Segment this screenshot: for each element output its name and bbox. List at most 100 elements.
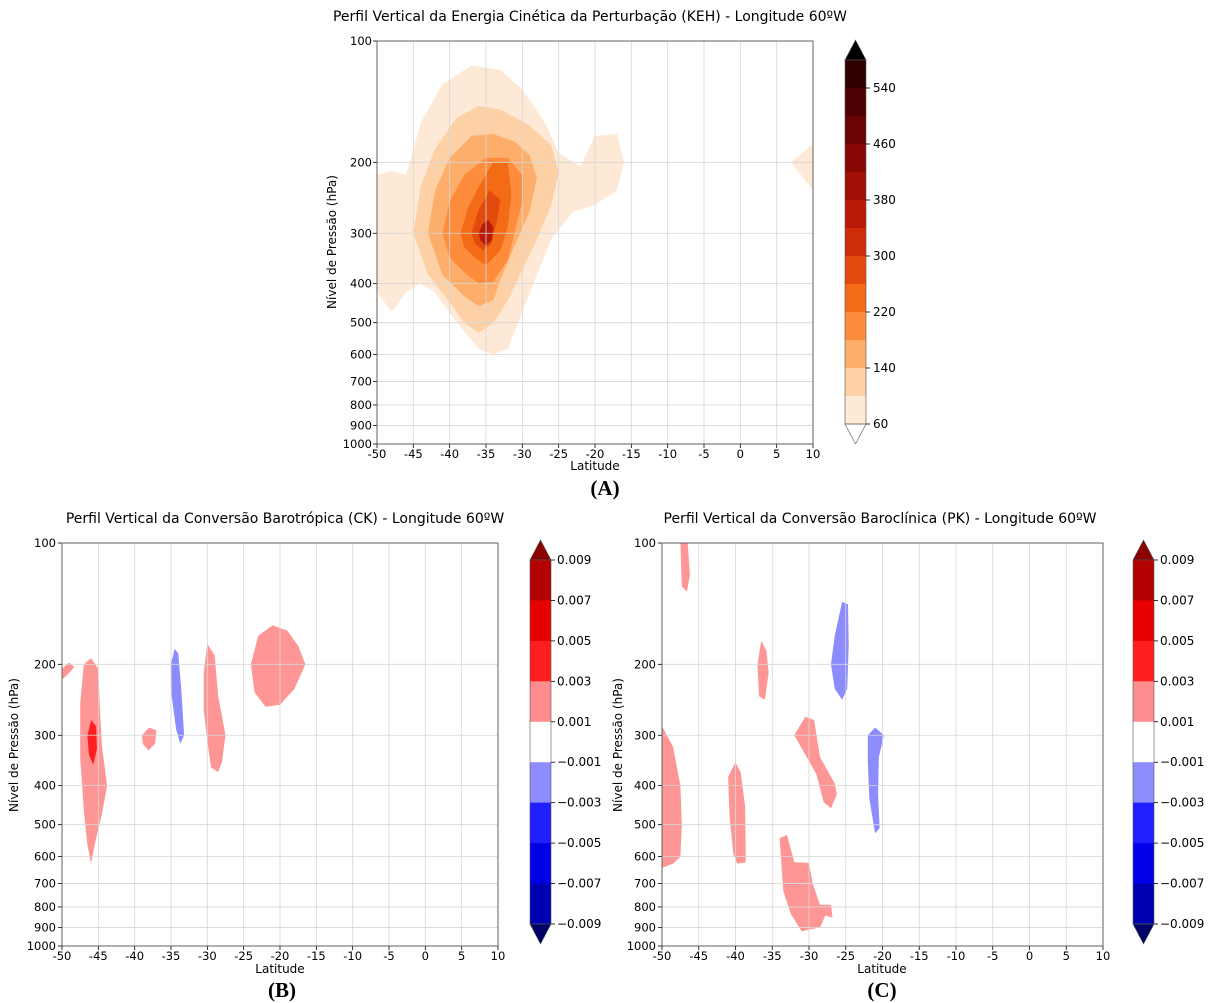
colorbar-tick-label: 380 xyxy=(873,193,896,207)
colorbar-tick-label: 0.007 xyxy=(557,593,591,607)
x-tick-label: -40 xyxy=(440,447,459,461)
x-tick-label: -45 xyxy=(689,949,708,963)
x-tick-label: -5 xyxy=(987,949,998,963)
y-tick-label: 800 xyxy=(34,900,56,914)
y-tick-label: 700 xyxy=(634,877,656,891)
colorbar-band xyxy=(1133,640,1154,682)
contour-region-3 xyxy=(87,720,97,765)
colorbar-tick-label: 0.001 xyxy=(1160,715,1194,729)
colorbar-tick-label: 0.003 xyxy=(1160,674,1194,688)
contour-layer xyxy=(62,625,306,864)
contour-region-5 xyxy=(141,727,157,751)
colorbar-band xyxy=(1133,802,1154,844)
colorbar-band xyxy=(845,284,866,313)
y-tick-label: 500 xyxy=(34,818,56,832)
x-tick-label: -15 xyxy=(622,447,641,461)
contour-region-4 xyxy=(171,648,185,744)
x-tick-label: -15 xyxy=(307,949,326,963)
colorbar-extend-high xyxy=(529,539,552,561)
colorbar-tick-label: 0.009 xyxy=(557,553,591,567)
y-tick-label: 500 xyxy=(350,316,372,330)
contour-region-1 xyxy=(680,543,690,592)
x-tick-label: -30 xyxy=(513,447,532,461)
colorbar-frame xyxy=(844,59,867,425)
colorbar-band xyxy=(530,762,551,804)
y-tick-label: 100 xyxy=(634,536,656,550)
colorbar-band xyxy=(530,681,551,723)
x-tick-label: -10 xyxy=(947,949,966,963)
colorbar-band xyxy=(1133,600,1154,642)
colorbar-band xyxy=(845,200,866,229)
x-axis-label: Latitude xyxy=(255,962,304,976)
colorbar-tick-label: 0.009 xyxy=(1160,553,1194,567)
colorbar-band xyxy=(530,843,551,885)
colorbar-extend-high xyxy=(1132,539,1155,561)
colorbar-band xyxy=(1133,560,1154,601)
x-tick-label: -30 xyxy=(198,949,217,963)
colorbar-band xyxy=(1133,883,1154,925)
contour-region-7 xyxy=(250,625,306,707)
contour-region-7 xyxy=(831,601,849,700)
colorbar-band xyxy=(845,368,866,397)
y-axis-label: Nível de Pressão (hPa) xyxy=(325,175,339,309)
x-tick-label: -30 xyxy=(800,949,819,963)
y-tick-label: 900 xyxy=(350,419,372,433)
colorbar-tick-label: −0.007 xyxy=(1160,877,1204,891)
colorbar-band xyxy=(845,116,866,145)
x-tick-label: -5 xyxy=(383,949,394,963)
y-tick-label: 500 xyxy=(634,818,656,832)
colorbar-tick-label: 140 xyxy=(873,361,896,375)
colorbar-tick-label: 0.005 xyxy=(557,634,591,648)
contour-region-2 xyxy=(791,143,813,191)
x-tick-label: -40 xyxy=(726,949,745,963)
colorbar-band xyxy=(845,88,866,117)
colorbar-band xyxy=(530,640,551,682)
y-tick-label: 300 xyxy=(34,728,56,742)
colorbar-band xyxy=(845,60,866,89)
x-tick-label: -10 xyxy=(343,949,362,963)
contour-region-8 xyxy=(867,727,884,834)
contour-region-3 xyxy=(757,640,769,700)
x-tick-label: -5 xyxy=(698,447,709,461)
x-tick-label: 5 xyxy=(458,949,465,963)
colorbar-tick-label: −0.007 xyxy=(557,877,601,891)
colorbar-tick-label: −0.009 xyxy=(557,917,601,931)
y-axis-label: Nível de Pressão (hPa) xyxy=(611,678,625,812)
x-tick-label: 10 xyxy=(491,949,506,963)
colorbar-band xyxy=(530,600,551,642)
y-tick-label: 200 xyxy=(350,155,372,169)
x-axis-label: Latitude xyxy=(857,962,906,976)
y-tick-label: 300 xyxy=(634,728,656,742)
x-tick-label: 5 xyxy=(1063,949,1070,963)
colorbar-extend-low xyxy=(844,423,867,445)
panel-b-title: Perfil Vertical da Conversão Barotrópica… xyxy=(66,511,505,527)
panel-a: Perfil Vertical da Energia Cinética da P… xyxy=(325,9,896,500)
colorbar-tick-label: −0.001 xyxy=(557,755,601,769)
colorbar-band xyxy=(530,721,551,763)
colorbar-tick-label: −0.003 xyxy=(1160,796,1204,810)
y-tick-label: 400 xyxy=(350,277,372,291)
x-tick-label: -15 xyxy=(910,949,929,963)
x-tick-label: -35 xyxy=(162,949,181,963)
y-tick-label: 300 xyxy=(350,226,372,240)
colorbar-tick-label: 0.003 xyxy=(557,674,591,688)
y-tick-label: 900 xyxy=(634,921,656,935)
y-tick-label: 700 xyxy=(34,877,56,891)
x-tick-label: -20 xyxy=(271,949,290,963)
colorbar-band xyxy=(845,144,866,173)
x-tick-label: 5 xyxy=(773,447,780,461)
colorbar-tick-label: −0.001 xyxy=(1160,755,1204,769)
colorbar-tick-label: −0.003 xyxy=(557,796,601,810)
colorbar-tick-label: −0.005 xyxy=(557,836,601,850)
x-axis-label: Latitude xyxy=(570,459,619,473)
x-tick-label: -25 xyxy=(234,949,253,963)
colorbar-band xyxy=(845,228,866,257)
x-tick-label: 0 xyxy=(422,949,429,963)
y-tick-label: 400 xyxy=(34,779,56,793)
colorbar-tick-label: 60 xyxy=(873,417,888,431)
colorbar-band xyxy=(530,560,551,601)
x-tick-label: -35 xyxy=(477,447,496,461)
colorbar-band xyxy=(845,256,866,285)
panel-b: Perfil Vertical da Conversão Barotrópica… xyxy=(7,511,601,1002)
colorbar-frame xyxy=(1132,559,1155,925)
